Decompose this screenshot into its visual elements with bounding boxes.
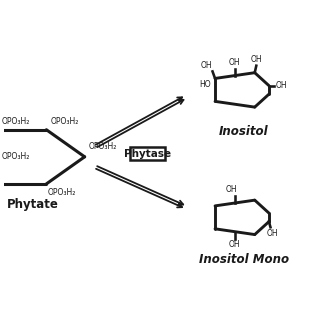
Text: Inositol: Inositol [219,125,268,139]
Text: OH: OH [266,229,278,238]
Text: Phytase: Phytase [124,148,171,159]
Text: OH: OH [229,240,241,249]
Text: OH: OH [229,58,241,67]
Text: OH: OH [251,55,262,64]
Text: HO: HO [200,80,211,89]
FancyBboxPatch shape [130,147,165,160]
Text: Phytate: Phytate [7,198,59,211]
Text: OPO₃H₂: OPO₃H₂ [51,116,79,125]
Text: OH: OH [200,61,212,70]
Text: OH: OH [226,185,237,195]
Text: OPO₃H₂: OPO₃H₂ [1,152,29,161]
Text: OPO₃H₂: OPO₃H₂ [88,142,117,151]
Text: OPO₃H₂: OPO₃H₂ [48,188,76,197]
Text: Inositol Mono: Inositol Mono [199,253,289,266]
Text: OPO₃H₂: OPO₃H₂ [1,116,29,125]
Text: OH: OH [276,81,288,90]
